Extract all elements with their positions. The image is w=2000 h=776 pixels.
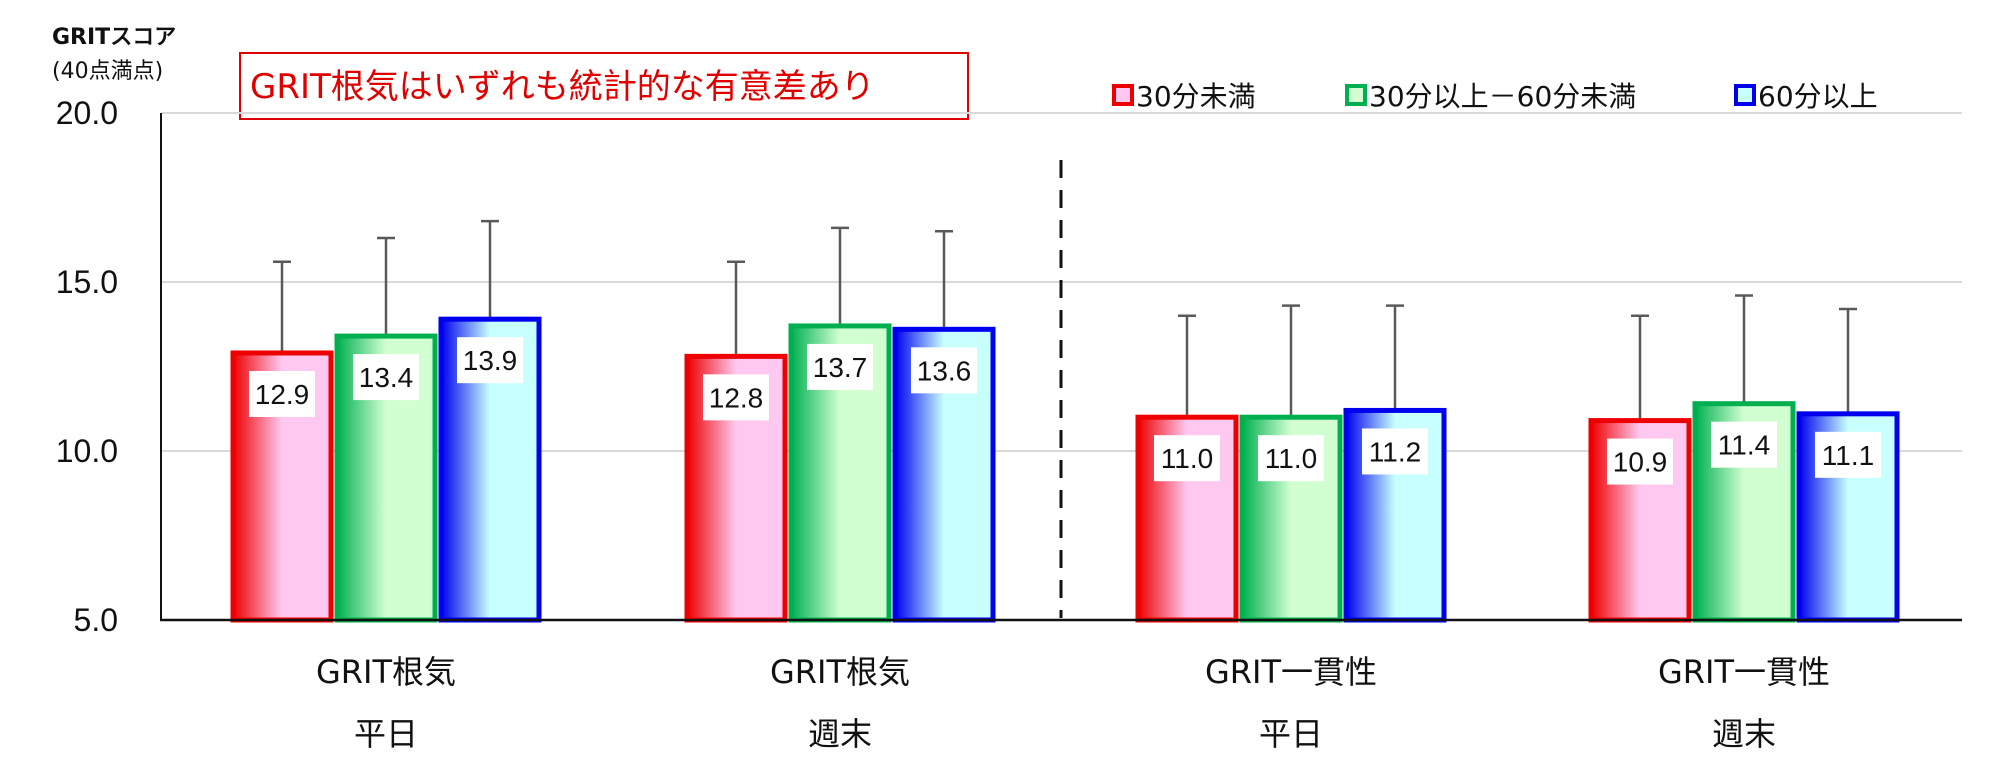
value-label-box bbox=[807, 343, 873, 390]
legend-label: 30分以上－60分未満 bbox=[1369, 80, 1636, 113]
category-label-line1: GRIT一貫性 bbox=[1658, 653, 1830, 691]
value-label-box bbox=[703, 374, 769, 421]
legend-swatch bbox=[1734, 84, 1756, 106]
value-label: 11.2 bbox=[1369, 436, 1421, 467]
value-label-box bbox=[1362, 428, 1428, 475]
value-label: 13.6 bbox=[917, 355, 972, 386]
category-label-line2: 平日 bbox=[354, 715, 418, 753]
value-label-box bbox=[1258, 435, 1324, 482]
value-label: 13.4 bbox=[359, 362, 414, 393]
y-tick-label: 10.0 bbox=[56, 433, 118, 469]
legend: 30分未満 30分以上－60分未満 60分以上 bbox=[1112, 80, 1878, 113]
value-label-box bbox=[911, 347, 977, 394]
y-tick-label: 20.0 bbox=[56, 95, 118, 131]
value-label: 12.9 bbox=[255, 379, 310, 410]
value-label-box bbox=[249, 370, 315, 417]
annotation-box bbox=[239, 52, 969, 120]
value-label-box bbox=[353, 354, 419, 401]
value-label-box bbox=[1711, 421, 1777, 468]
category-label-line1: GRIT根気 bbox=[316, 653, 456, 691]
category-label-line1: GRIT根気 bbox=[770, 653, 910, 691]
y-tick-label: 5.0 bbox=[74, 602, 118, 638]
legend-swatch bbox=[1345, 84, 1367, 106]
value-label: 13.9 bbox=[463, 345, 518, 376]
annotation-text: GRIT根気はいずれも統計的な有意差あり bbox=[250, 67, 875, 107]
category-label-line2: 平日 bbox=[1259, 715, 1323, 753]
legend-label: 60分以上 bbox=[1758, 80, 1878, 113]
legend-swatch bbox=[1112, 84, 1134, 106]
legend-label: 30分未満 bbox=[1136, 80, 1256, 113]
value-label: 12.8 bbox=[709, 382, 764, 413]
value-label-box bbox=[1815, 431, 1881, 478]
category-label-line2: 週末 bbox=[808, 715, 872, 753]
y-axis-ticks: 5.0 10.0 15.0 20.0 bbox=[56, 95, 118, 638]
category-label-line1: GRIT一貫性 bbox=[1205, 653, 1377, 691]
value-label-box bbox=[457, 337, 523, 384]
value-label: 11.1 bbox=[1822, 440, 1874, 471]
value-label-box bbox=[1154, 435, 1220, 482]
category-label-line2: 週末 bbox=[1712, 715, 1776, 753]
value-label: 11.4 bbox=[1718, 430, 1770, 461]
value-label: 10.9 bbox=[1613, 447, 1668, 478]
bars: 12.9 12.8 11.0 10.9 13.4 13.7 11.0 11.4 13.9 13.6… bbox=[230, 219, 1900, 623]
value-label: 11.0 bbox=[1265, 443, 1317, 474]
y-tick-label: 15.0 bbox=[56, 264, 118, 300]
value-label-box bbox=[1607, 438, 1673, 485]
y-axis-title-line2: (40点満点) bbox=[52, 59, 163, 84]
value-label: 13.7 bbox=[813, 352, 868, 383]
value-label: 11.0 bbox=[1161, 443, 1213, 474]
y-axis-title-line1: GRITスコア bbox=[52, 25, 176, 50]
